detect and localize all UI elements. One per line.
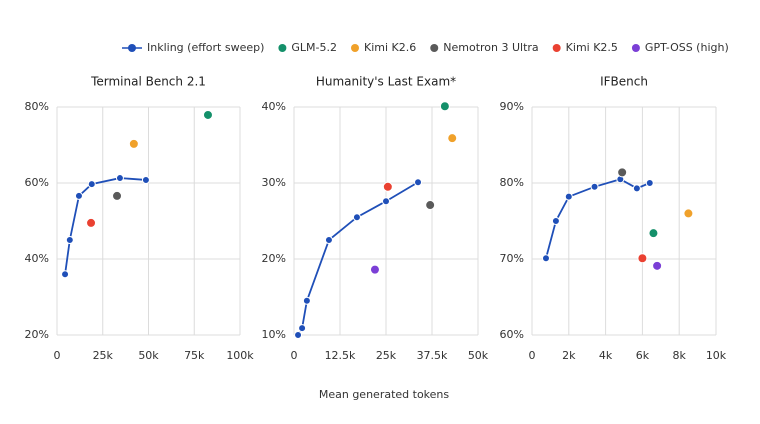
panel-title: Humanity's Last Exam* — [316, 75, 456, 89]
legend-label: Inkling (effort sweep) — [147, 41, 264, 54]
panel-title: Terminal Bench 2.1 — [90, 75, 206, 89]
y-tick-label: 40% — [25, 252, 49, 265]
x-axis-label: Mean generated tokens — [319, 388, 450, 401]
x-tick-label: 37.5k — [417, 349, 448, 362]
point — [112, 190, 123, 201]
point — [551, 217, 560, 225]
point — [439, 101, 450, 112]
point — [637, 253, 648, 264]
y-tick-label: 70% — [500, 252, 524, 265]
legend-marker — [128, 44, 136, 52]
point — [324, 236, 333, 244]
x-tick-label: 100k — [226, 349, 254, 362]
x-tick-label: 12.5k — [325, 349, 356, 362]
point — [447, 133, 458, 144]
y-tick-label: 60% — [25, 176, 49, 189]
y-tick-label: 20% — [25, 328, 49, 341]
point — [87, 180, 96, 189]
point — [541, 254, 550, 263]
x-tick-label: 0 — [529, 349, 536, 362]
point — [632, 184, 641, 193]
legend-marker — [351, 44, 359, 52]
point — [141, 175, 150, 184]
legend-label: Kimi K2.5 — [566, 41, 618, 54]
point — [74, 191, 83, 200]
point — [414, 178, 423, 187]
y-tick-label: 20% — [262, 252, 286, 265]
x-tick-label: 25k — [376, 349, 397, 362]
panel-title: IFBench — [600, 75, 648, 89]
point — [645, 179, 654, 187]
point — [648, 228, 659, 239]
legend-marker — [430, 44, 439, 52]
point — [65, 236, 74, 244]
point — [128, 138, 139, 149]
point — [652, 260, 663, 271]
point — [115, 174, 124, 183]
legend-label: Nemotron 3 Ultra — [443, 41, 538, 54]
y-tick-label: 80% — [500, 176, 524, 189]
point — [382, 181, 393, 192]
legend-marker — [278, 44, 287, 52]
x-tick-label: 2k — [562, 349, 576, 362]
x-tick-label: 6k — [636, 349, 650, 362]
point — [298, 324, 307, 333]
point — [61, 270, 70, 279]
x-tick-label: 0 — [54, 349, 61, 362]
y-tick-label: 90% — [500, 100, 524, 113]
point — [202, 109, 213, 120]
x-tick-label: 10k — [706, 349, 727, 362]
point — [86, 217, 97, 228]
point — [590, 182, 599, 191]
legend-marker — [552, 44, 561, 52]
point — [294, 331, 303, 339]
x-tick-label: 4k — [599, 349, 613, 362]
x-tick-label: 50k — [468, 349, 489, 362]
legend-label: GLM-5.2 — [291, 41, 337, 54]
point — [683, 208, 694, 219]
y-tick-label: 10% — [262, 328, 286, 341]
point — [302, 296, 311, 305]
point — [564, 192, 573, 201]
y-tick-label: 30% — [262, 176, 286, 189]
y-tick-label: 40% — [262, 100, 286, 113]
x-tick-label: 75k — [184, 349, 205, 362]
y-tick-label: 80% — [25, 100, 49, 113]
x-tick-label: 25k — [93, 349, 114, 362]
legend-marker — [631, 44, 640, 52]
x-tick-label: 50k — [138, 349, 159, 362]
point — [382, 197, 390, 206]
point — [369, 264, 380, 275]
x-tick-label: 0 — [291, 349, 298, 362]
point — [425, 200, 436, 211]
x-tick-label: 8k — [673, 349, 687, 362]
point — [617, 167, 628, 178]
legend-label: Kimi K2.6 — [364, 41, 416, 54]
y-tick-label: 60% — [500, 328, 524, 341]
point — [352, 213, 361, 222]
legend-label: GPT-OSS (high) — [645, 41, 729, 54]
series-line — [64, 177, 147, 275]
